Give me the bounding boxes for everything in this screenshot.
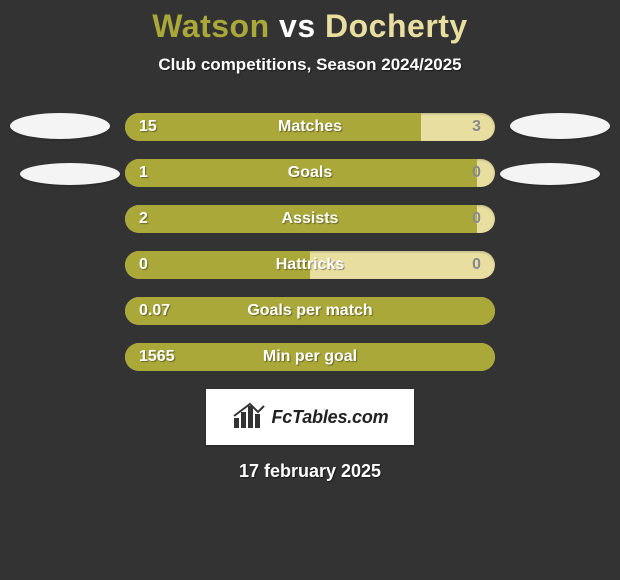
stat-row: 15 Matches 3: [125, 113, 495, 141]
stat-bar: [125, 205, 495, 233]
team-badge-right-1: [510, 113, 610, 139]
stat-bar-left: [125, 297, 495, 325]
page-title: Watson vs Docherty: [0, 8, 620, 45]
team-badge-left-1: [10, 113, 110, 139]
stat-row: 1565 Min per goal: [125, 343, 495, 371]
stat-bar: [125, 343, 495, 371]
comparison-card: Watson vs Docherty Club competitions, Se…: [0, 0, 620, 580]
chart-icon: [232, 400, 266, 435]
stat-row: 0 Hattricks 0: [125, 251, 495, 279]
stat-bar-left: [125, 159, 477, 187]
subtitle: Club competitions, Season 2024/2025: [0, 55, 620, 75]
vs-separator: vs: [279, 8, 316, 44]
stat-bar: [125, 113, 495, 141]
stat-bar: [125, 159, 495, 187]
logo-text: FcTables.com: [272, 407, 389, 428]
player1-name: Watson: [152, 8, 269, 44]
stat-bar: [125, 251, 495, 279]
stat-bar-left: [125, 343, 495, 371]
stat-row: 0.07 Goals per match: [125, 297, 495, 325]
stats-rows: 15 Matches 3 1 Goals 0 2 Assists 0 0 H: [0, 113, 620, 371]
stat-bar-left: [125, 251, 310, 279]
player2-name: Docherty: [325, 8, 468, 44]
team-badge-left-2: [20, 163, 120, 185]
stat-row: 1 Goals 0: [125, 159, 495, 187]
stat-bar-left: [125, 205, 477, 233]
stat-bar-left: [125, 113, 421, 141]
date-label: 17 february 2025: [0, 461, 620, 482]
logo-box[interactable]: FcTables.com: [206, 389, 414, 445]
stat-bar: [125, 297, 495, 325]
stat-row: 2 Assists 0: [125, 205, 495, 233]
team-badge-right-2: [500, 163, 600, 185]
